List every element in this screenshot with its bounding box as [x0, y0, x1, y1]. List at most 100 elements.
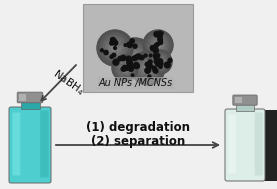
- Circle shape: [145, 62, 149, 66]
- Circle shape: [150, 37, 166, 53]
- Circle shape: [159, 65, 162, 68]
- Circle shape: [145, 32, 171, 58]
- Circle shape: [153, 48, 158, 53]
- Circle shape: [121, 44, 148, 72]
- Text: (1) degradation: (1) degradation: [86, 121, 190, 133]
- Circle shape: [137, 57, 160, 80]
- Circle shape: [128, 51, 142, 65]
- Circle shape: [118, 57, 122, 61]
- Circle shape: [131, 51, 165, 85]
- Circle shape: [144, 54, 147, 57]
- Circle shape: [122, 65, 128, 71]
- Circle shape: [143, 30, 173, 60]
- Circle shape: [158, 37, 162, 42]
- Circle shape: [154, 59, 159, 64]
- FancyBboxPatch shape: [9, 107, 51, 183]
- Circle shape: [134, 54, 162, 82]
- Circle shape: [157, 54, 160, 57]
- Circle shape: [103, 36, 127, 60]
- FancyBboxPatch shape: [233, 95, 257, 105]
- Circle shape: [126, 56, 131, 62]
- Circle shape: [154, 56, 166, 68]
- Circle shape: [127, 42, 132, 47]
- Circle shape: [122, 65, 128, 71]
- Circle shape: [142, 62, 154, 74]
- Circle shape: [158, 36, 162, 40]
- Circle shape: [148, 50, 172, 74]
- Circle shape: [118, 61, 132, 75]
- FancyBboxPatch shape: [255, 112, 263, 176]
- Circle shape: [111, 39, 117, 44]
- Circle shape: [114, 47, 116, 49]
- Circle shape: [115, 38, 155, 78]
- Circle shape: [121, 67, 125, 71]
- Circle shape: [156, 58, 164, 66]
- Circle shape: [129, 66, 134, 71]
- Circle shape: [153, 68, 158, 73]
- Circle shape: [110, 41, 114, 45]
- Bar: [20, 102, 40, 109]
- Text: Au NPs /MCNSs: Au NPs /MCNSs: [99, 78, 173, 88]
- Circle shape: [135, 64, 139, 68]
- Circle shape: [154, 32, 159, 37]
- Circle shape: [131, 54, 139, 62]
- FancyBboxPatch shape: [12, 112, 20, 176]
- Circle shape: [148, 76, 151, 79]
- Circle shape: [155, 58, 160, 63]
- Circle shape: [112, 55, 138, 81]
- Bar: [236, 104, 254, 111]
- Circle shape: [135, 55, 139, 59]
- Circle shape: [127, 60, 132, 66]
- Circle shape: [126, 67, 130, 70]
- Circle shape: [122, 67, 125, 70]
- Bar: [235, 97, 242, 103]
- Circle shape: [104, 50, 108, 55]
- Circle shape: [113, 41, 118, 45]
- Circle shape: [133, 44, 137, 48]
- FancyBboxPatch shape: [225, 109, 265, 181]
- Circle shape: [150, 52, 170, 72]
- Circle shape: [113, 59, 119, 65]
- Circle shape: [97, 30, 133, 66]
- Circle shape: [116, 59, 134, 77]
- Circle shape: [123, 65, 127, 69]
- Circle shape: [130, 39, 134, 43]
- Circle shape: [148, 75, 151, 78]
- Bar: [247, 110, 277, 181]
- Circle shape: [158, 40, 163, 44]
- Circle shape: [124, 66, 126, 69]
- FancyBboxPatch shape: [40, 111, 49, 177]
- Circle shape: [133, 63, 139, 69]
- Circle shape: [156, 61, 161, 66]
- Circle shape: [132, 57, 136, 60]
- Circle shape: [120, 63, 130, 73]
- Circle shape: [112, 53, 116, 57]
- Circle shape: [136, 54, 140, 58]
- Circle shape: [149, 54, 152, 57]
- Circle shape: [153, 40, 163, 50]
- Circle shape: [154, 54, 159, 60]
- Bar: [19, 94, 26, 101]
- FancyBboxPatch shape: [229, 115, 236, 174]
- FancyBboxPatch shape: [17, 92, 43, 103]
- Circle shape: [124, 44, 127, 46]
- Circle shape: [120, 55, 126, 61]
- Circle shape: [145, 65, 152, 71]
- Circle shape: [137, 55, 141, 59]
- Circle shape: [100, 33, 130, 63]
- Circle shape: [131, 74, 134, 76]
- Circle shape: [157, 59, 163, 65]
- Circle shape: [148, 60, 152, 64]
- Text: NaBH$_4$: NaBH$_4$: [50, 66, 86, 98]
- Circle shape: [140, 55, 144, 60]
- Circle shape: [155, 42, 161, 48]
- Circle shape: [123, 67, 126, 70]
- Circle shape: [109, 42, 122, 54]
- Circle shape: [127, 63, 132, 68]
- Bar: [83, 4, 193, 92]
- Circle shape: [106, 39, 124, 57]
- Circle shape: [156, 42, 159, 46]
- Text: (2) separation: (2) separation: [91, 135, 185, 147]
- Circle shape: [125, 48, 145, 68]
- Circle shape: [158, 31, 163, 36]
